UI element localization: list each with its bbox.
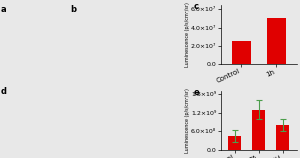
Y-axis label: Luminescence (p/s/cm²/sr): Luminescence (p/s/cm²/sr) xyxy=(184,88,190,153)
Bar xyxy=(267,18,286,64)
Bar xyxy=(228,136,242,150)
Text: c: c xyxy=(194,2,199,11)
Y-axis label: Luminescence (p/s/cm²/sr): Luminescence (p/s/cm²/sr) xyxy=(184,2,190,67)
Text: b: b xyxy=(70,5,76,14)
Bar xyxy=(252,109,265,150)
Text: d: d xyxy=(1,87,7,96)
Bar xyxy=(232,41,251,64)
Text: a: a xyxy=(1,5,7,14)
Bar xyxy=(276,125,289,150)
Text: e: e xyxy=(194,88,200,97)
